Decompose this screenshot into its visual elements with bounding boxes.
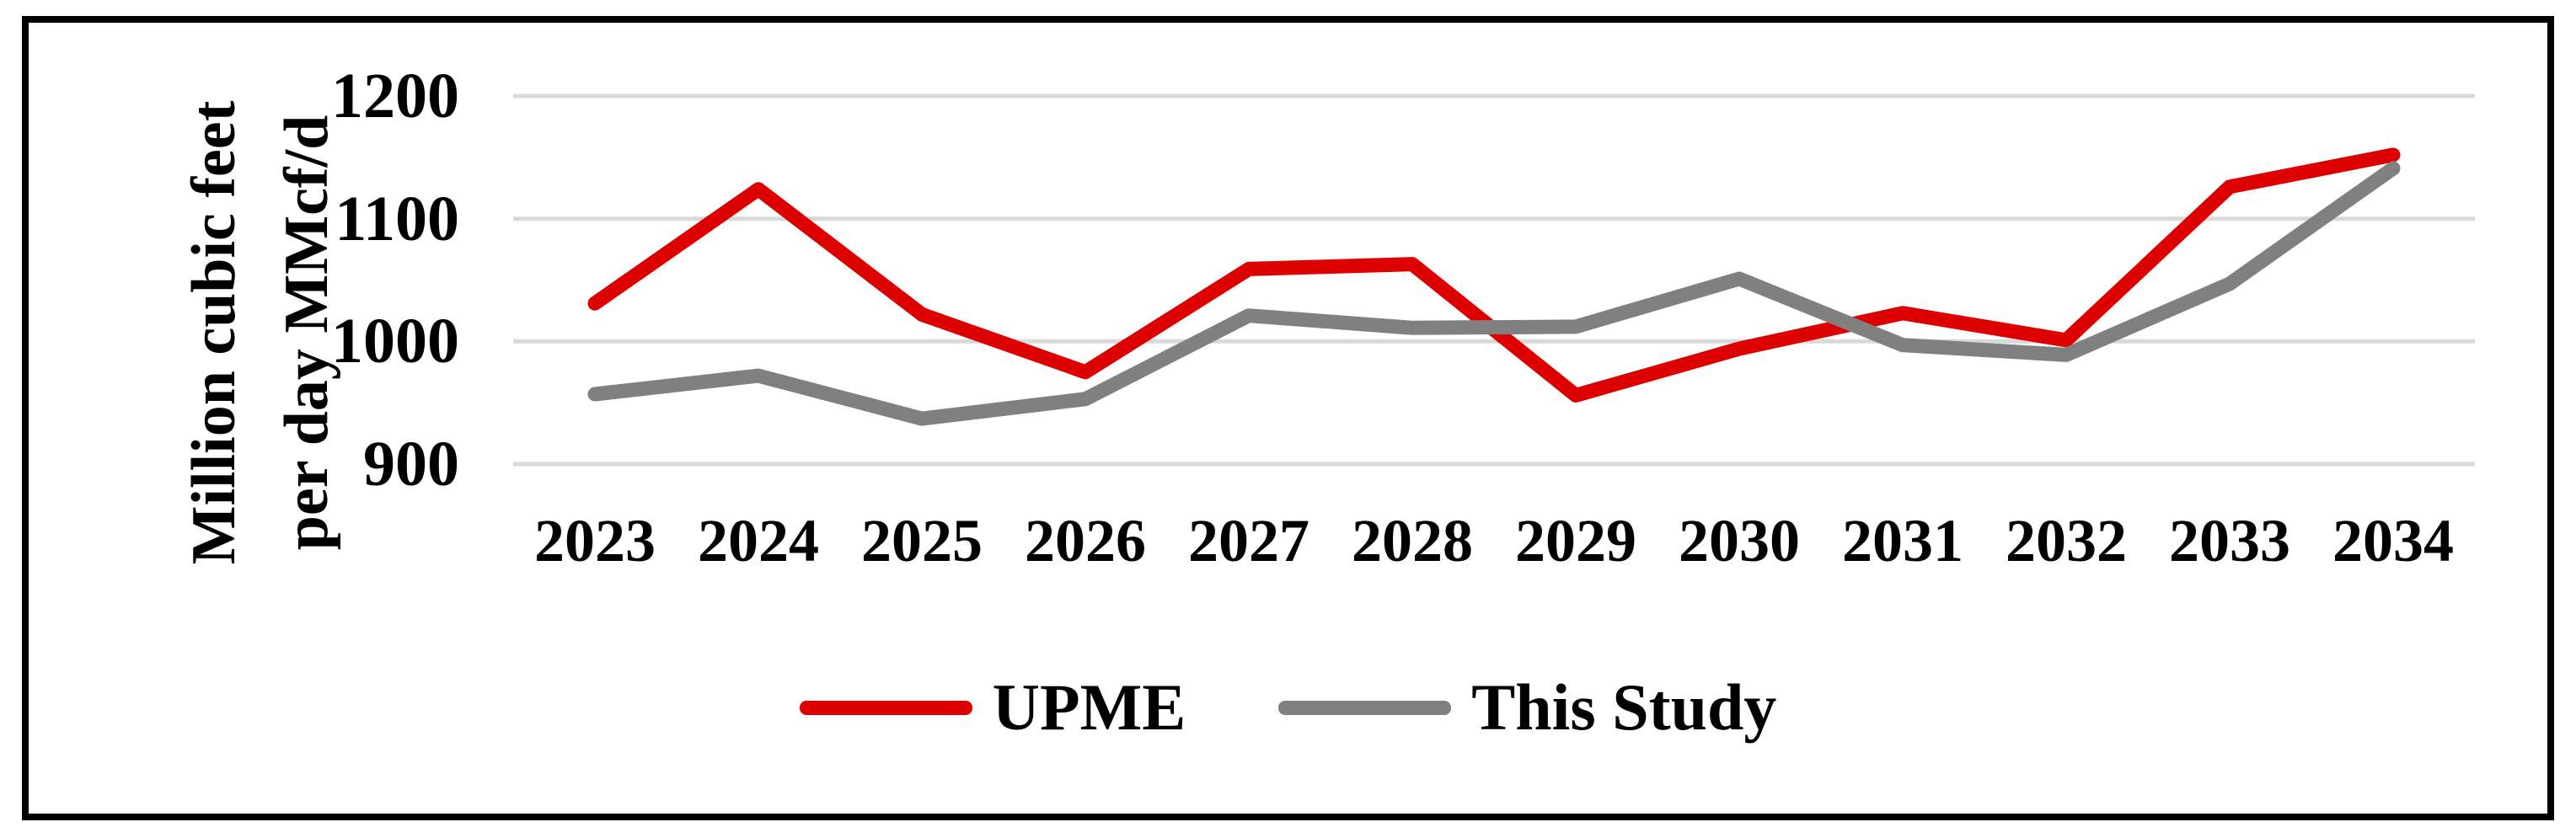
y-tick-label-1200: 1200: [331, 61, 459, 131]
y-tick-label-900: 900: [363, 429, 459, 499]
legend-item-upme: UPME: [799, 667, 1186, 748]
upme-legend-label: UPME: [992, 670, 1186, 744]
x-tick-label-2025: 2025: [861, 507, 983, 574]
x-tick-label-2031: 2031: [1842, 507, 1963, 574]
x-tick-label-2034: 2034: [2332, 507, 2454, 574]
this-study-line-swatch: [1278, 700, 1452, 715]
this-study-legend-label: This Study: [1471, 670, 1777, 744]
x-tick-label-2026: 2026: [1025, 507, 1146, 574]
upme-line-swatch: [799, 700, 972, 715]
legend-item-this-study: This Study: [1278, 667, 1776, 748]
x-tick-label-2024: 2024: [698, 507, 819, 574]
x-tick-label-2030: 2030: [1679, 507, 1800, 574]
x-tick-label-2032: 2032: [2006, 507, 2127, 574]
upme-line: [587, 147, 2401, 403]
x-tick-label-2029: 2029: [1515, 507, 1636, 574]
legend: UPME This Study: [0, 667, 2576, 748]
x-tick-label-2028: 2028: [1352, 507, 1473, 574]
x-tick-label-2027: 2027: [1188, 507, 1309, 574]
x-tick-label-2023: 2023: [534, 507, 656, 574]
this-study-line: [587, 161, 2401, 426]
x-tick-label-2033: 2033: [2169, 507, 2290, 574]
chart-border-frame: [22, 16, 2554, 820]
y-tick-label-1000: 1000: [331, 306, 459, 376]
y-tick-label-1100: 1100: [335, 184, 459, 254]
